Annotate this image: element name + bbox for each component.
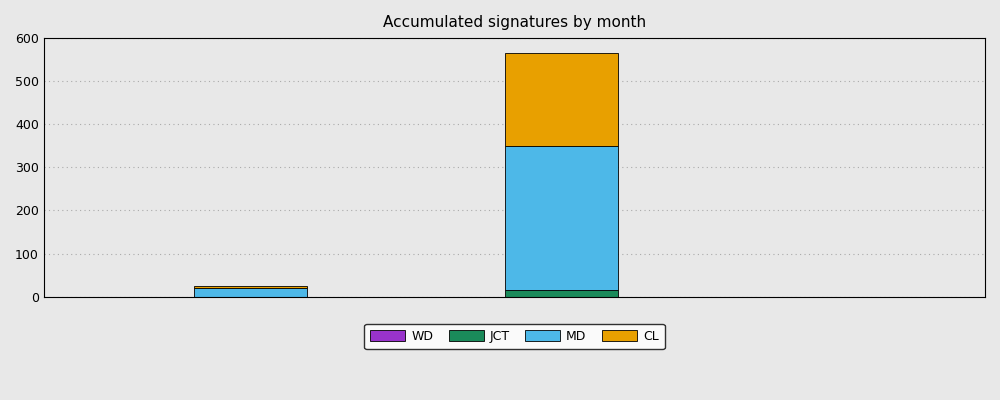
Bar [194,286,307,288]
Bar [505,290,618,297]
Bar [194,288,307,297]
Title: Accumulated signatures by month: Accumulated signatures by month [383,15,646,30]
Bar [505,146,618,290]
Legend: WD, JCT, MD, CL: WD, JCT, MD, CL [364,324,665,349]
Bar [505,53,618,146]
